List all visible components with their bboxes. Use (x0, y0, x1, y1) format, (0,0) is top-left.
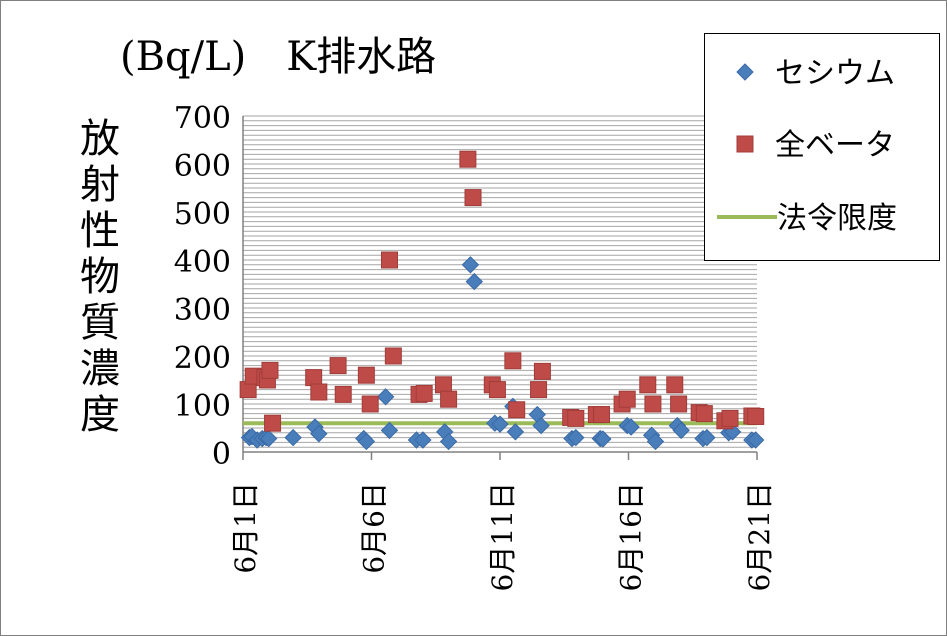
total-beta-point (310, 383, 328, 401)
total-beta-point (334, 385, 352, 403)
y-tick-label: 600 (174, 149, 231, 184)
total-beta-point (639, 376, 657, 394)
cesium-point (567, 428, 585, 447)
legend-label-total-beta: 全ベータ (775, 128, 895, 163)
total-beta-point (533, 362, 551, 380)
cesium-point (491, 415, 509, 433)
total-beta-point (380, 251, 398, 269)
legend-marker-cesium (736, 63, 754, 81)
cesium-point (461, 256, 480, 274)
y-tick-label: 300 (174, 293, 231, 328)
total-beta-point (361, 395, 379, 413)
y-axis-label-char: 物 (80, 254, 120, 300)
total-beta-point (644, 395, 662, 413)
cesium-point (380, 421, 399, 440)
total-beta-point (666, 376, 684, 394)
total-beta-point (415, 384, 433, 402)
total-beta-point (530, 381, 548, 399)
y-axis-label-char: 濃 (80, 346, 120, 392)
y-tick-label: 100 (174, 389, 231, 424)
cesium-point (698, 428, 716, 447)
total-beta-point (695, 405, 713, 423)
total-beta-point (464, 189, 482, 207)
cesium-point (310, 425, 328, 443)
cesium-point (465, 272, 484, 291)
total-beta-point (567, 409, 585, 427)
y-tick-label: 0 (212, 437, 231, 472)
x-tick-label: 6月16日 (615, 482, 648, 591)
y-axis-label-char: 性 (80, 208, 120, 254)
total-beta-point (670, 395, 688, 413)
y-axis-label: 放射性物質濃度 (80, 116, 120, 438)
cesium-point (439, 432, 458, 451)
total-beta-point (721, 409, 739, 427)
total-beta-point (434, 376, 452, 394)
cesium-point (506, 423, 525, 441)
y-axis-label-char: 度 (80, 392, 120, 438)
y-tick-label: 700 (174, 101, 231, 136)
cesium-point (622, 418, 640, 436)
cesium-point (672, 421, 690, 440)
x-tick-label: 6月21日 (743, 482, 776, 591)
x-tick-label: 6月11日 (486, 482, 519, 591)
cesium-point (357, 432, 376, 451)
legend-label-cesium: セシウム (775, 56, 895, 91)
total-beta-point (384, 347, 402, 365)
legend: セシウム全ベータ法令限度 (704, 33, 940, 261)
x-tick-label: 6月6日 (358, 482, 391, 574)
cesium-point (532, 416, 550, 435)
total-beta-point (264, 414, 282, 432)
y-tick-label: 500 (174, 197, 231, 232)
cesium-point (747, 431, 765, 449)
total-beta-point (508, 401, 526, 419)
total-beta-point (593, 406, 611, 424)
cesium-point (594, 430, 612, 448)
cesium-point (646, 432, 665, 451)
total-beta-point (618, 390, 636, 408)
legend-label-legal-limit: 法令限度 (777, 201, 897, 236)
cesium-point (414, 431, 432, 449)
chart-title: (Bq/L) K排水路 (120, 34, 436, 80)
x-tick-labels: 6月1日 6月6日 6月11日 6月16日 6月21日 (229, 482, 776, 591)
y-axis-label-char: 放 (80, 116, 120, 162)
cesium-point (259, 429, 278, 448)
cesium-point (284, 428, 302, 447)
total-beta-point (305, 369, 323, 387)
legend-marker-total-beta (736, 135, 754, 153)
y-axis-label-char: 射 (80, 162, 120, 208)
series-total-beta (239, 150, 765, 432)
y-tick-label: 400 (174, 245, 231, 280)
y-tick-label: 200 (174, 341, 231, 376)
total-beta-point (747, 407, 765, 425)
y-axis-label-char: 質 (80, 300, 120, 346)
total-beta-point (329, 357, 347, 375)
total-beta-point (440, 390, 458, 408)
x-tick-label: 6月1日 (229, 482, 262, 574)
total-beta-point (504, 352, 522, 370)
total-beta-point (459, 150, 477, 168)
grid-lines (243, 115, 757, 448)
series-cesium (240, 256, 765, 451)
y-tick-labels: 0 100 200 300 400 500 600 700 (174, 101, 231, 472)
total-beta-point (488, 381, 506, 399)
cesium-point (376, 388, 395, 406)
total-beta-point (261, 361, 279, 379)
total-beta-point (357, 366, 375, 384)
